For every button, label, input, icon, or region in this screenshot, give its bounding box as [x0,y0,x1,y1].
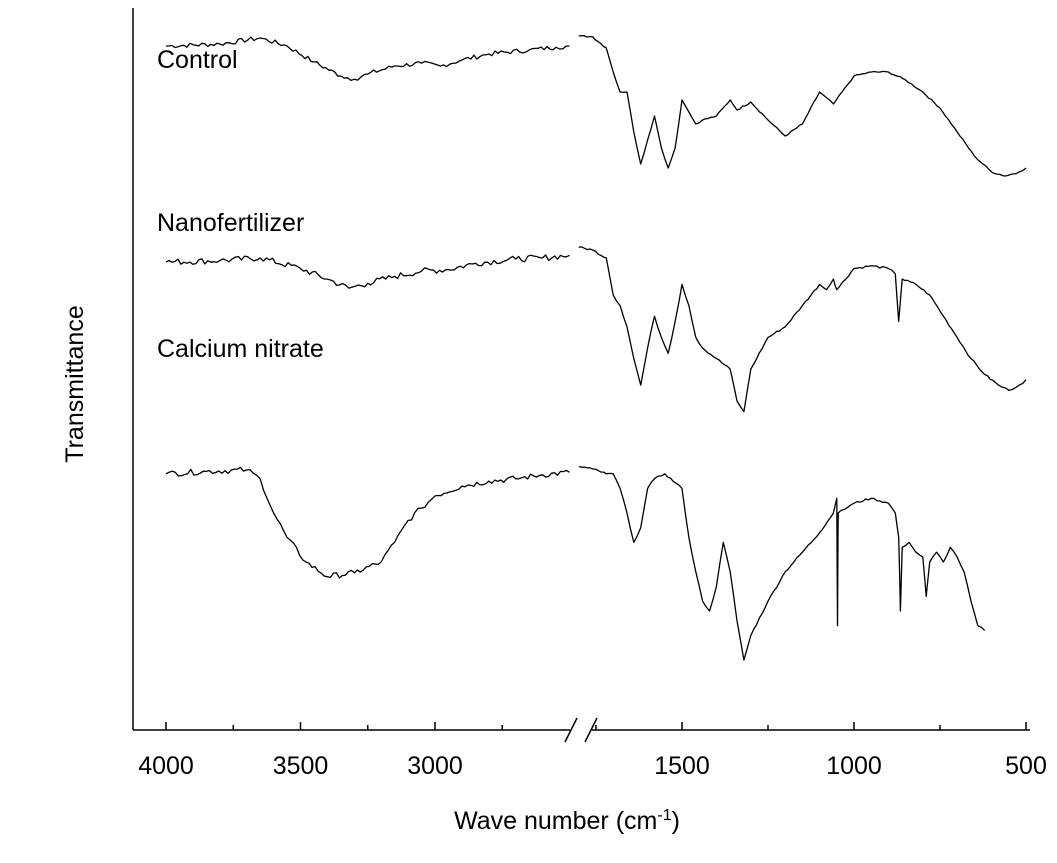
x-axis-title: Wave number (cm-1) [454,807,680,835]
series-calcium-nitrate-segment-2 [578,465,986,661]
x-tick-label-4000: 4000 [138,752,194,780]
series-nanofertilizer-segment-2 [578,246,1027,413]
series-control-segment-2 [578,34,1027,177]
axis-break-mark-right [584,717,598,743]
x-tick-label-1000: 1000 [826,752,882,780]
x-tick-label-3000: 3000 [407,752,463,780]
axis-break-mark-left [564,717,578,743]
series-calcium-nitrate-segment-1 [165,466,570,579]
series-control-segment-1 [165,36,570,82]
y-axis-title: Transmittance [61,305,89,462]
series-label-calcium-nitrate: Calcium nitrate [157,335,324,363]
x-tick-label-500: 500 [1005,752,1047,780]
x-tick-labels: 4000 3500 3000 1500 1000 500 [138,752,1047,780]
series-label-control: Control [157,46,238,74]
x-tick-label-1500: 1500 [654,752,710,780]
x-tick-label-3500: 3500 [273,752,329,780]
series-curves [165,34,1027,661]
series-labels: Control Nanofertilizer Calcium nitrate [157,46,324,363]
x-ticks [165,722,1027,730]
series-nanofertilizer-segment-1 [165,254,570,289]
series-label-nanofertilizer: Nanofertilizer [157,209,304,237]
